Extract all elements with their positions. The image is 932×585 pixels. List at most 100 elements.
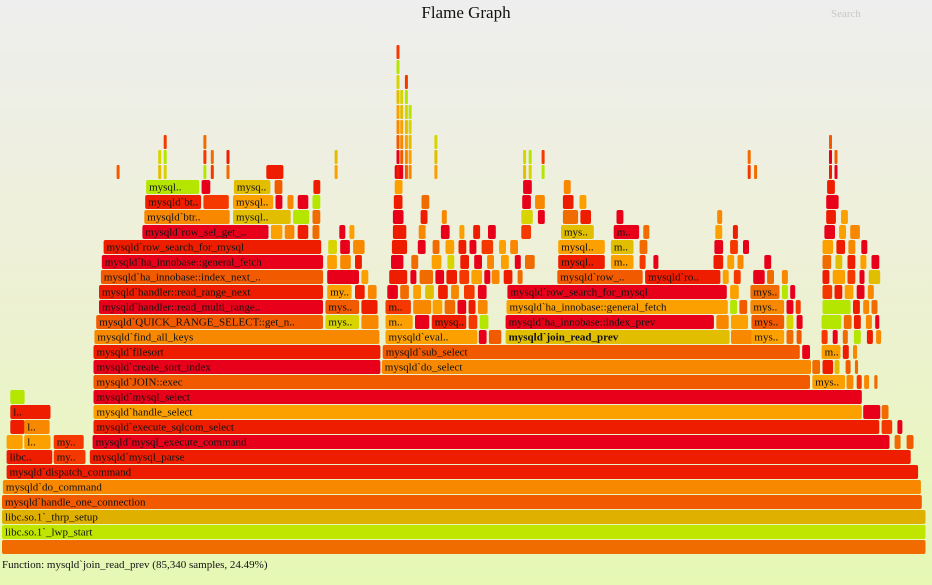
flame-frame-unlabeled[interactable] bbox=[781, 270, 788, 284]
flame-frame-unlabeled[interactable] bbox=[478, 330, 487, 344]
flame-tip[interactable] bbox=[404, 90, 408, 104]
frame-rect[interactable] bbox=[733, 270, 741, 284]
flame-frame[interactable]: mysqld`btr.. bbox=[144, 210, 230, 224]
flame-frame-unlabeled[interactable] bbox=[790, 285, 796, 299]
flame-frame-unlabeled[interactable] bbox=[845, 360, 851, 374]
frame-rect[interactable] bbox=[468, 315, 478, 329]
flame-frame-unlabeled[interactable] bbox=[421, 195, 430, 209]
frame-rect[interactable] bbox=[446, 270, 457, 284]
frame-rect[interactable] bbox=[385, 315, 413, 329]
flame-frame-unlabeled[interactable] bbox=[875, 315, 880, 329]
frame-rect[interactable] bbox=[93, 420, 880, 434]
frame-rect[interactable] bbox=[727, 255, 735, 269]
flame-frame[interactable]: mysqld`bt.. bbox=[145, 195, 202, 209]
frame-rect[interactable] bbox=[274, 180, 283, 194]
frame-rect[interactable] bbox=[722, 270, 729, 284]
flame-frame-unlabeled[interactable] bbox=[392, 225, 407, 239]
flame-frame-unlabeled[interactable] bbox=[834, 360, 840, 374]
frame-rect[interactable] bbox=[874, 375, 878, 389]
flame-frame-unlabeled[interactable] bbox=[400, 285, 409, 299]
frame-rect[interactable] bbox=[713, 255, 724, 269]
frame-rect[interactable] bbox=[367, 285, 377, 299]
flame-frame-unlabeled[interactable] bbox=[474, 255, 482, 269]
flame-frame-unlabeled[interactable] bbox=[287, 195, 294, 209]
frame-rect[interactable] bbox=[822, 240, 834, 254]
flame-frame-unlabeled[interactable] bbox=[327, 255, 337, 269]
flame-frame-unlabeled[interactable] bbox=[743, 240, 749, 254]
flame-tip[interactable] bbox=[408, 165, 412, 179]
flame-frame-unlabeled[interactable] bbox=[835, 255, 843, 269]
flame-frame[interactable]: mysql.. bbox=[558, 240, 605, 254]
frame-rect[interactable] bbox=[645, 270, 721, 284]
flame-frame-unlabeled[interactable] bbox=[853, 315, 861, 329]
frame-rect[interactable] bbox=[94, 330, 380, 344]
flame-frame[interactable]: mys.. bbox=[750, 285, 780, 299]
flame-frame-unlabeled[interactable] bbox=[836, 240, 846, 254]
frame-rect[interactable] bbox=[866, 330, 873, 344]
flame-frame-unlabeled[interactable] bbox=[853, 345, 858, 359]
flame-frame-unlabeled[interactable] bbox=[834, 285, 843, 299]
flame-frame[interactable]: mysqld`execute_sqlcom_select bbox=[93, 420, 880, 434]
flame-frame-unlabeled[interactable] bbox=[297, 225, 309, 239]
frame-rect[interactable] bbox=[293, 210, 310, 224]
flame-frame[interactable]: mysqld`handler::read_range_next bbox=[99, 285, 323, 299]
frame-rect[interactable] bbox=[421, 195, 430, 209]
flame-frame-unlabeled[interactable] bbox=[10, 420, 25, 434]
flame-frame-unlabeled[interactable] bbox=[415, 315, 430, 329]
flame-frame-unlabeled[interactable] bbox=[639, 240, 648, 254]
flame-tip[interactable] bbox=[404, 135, 408, 149]
flame-frame-unlabeled[interactable] bbox=[856, 285, 865, 299]
flame-frame-unlabeled[interactable] bbox=[871, 255, 880, 269]
flame-frame-unlabeled[interactable] bbox=[451, 285, 459, 299]
flame-frame-unlabeled[interactable] bbox=[523, 180, 532, 194]
frame-rect[interactable] bbox=[854, 360, 859, 374]
flame-tip[interactable] bbox=[396, 165, 400, 179]
frame-rect[interactable] bbox=[464, 285, 475, 299]
frame-rect[interactable] bbox=[385, 300, 411, 314]
frame-rect[interactable] bbox=[827, 180, 835, 194]
flame-tip[interactable] bbox=[400, 165, 404, 179]
flame-frame-unlabeled[interactable] bbox=[812, 360, 821, 374]
flame-frame-unlabeled[interactable] bbox=[525, 255, 535, 269]
frame-rect[interactable] bbox=[796, 330, 802, 344]
flame-frame-unlabeled[interactable] bbox=[846, 375, 854, 389]
flame-frame-unlabeled[interactable] bbox=[353, 240, 365, 254]
flame-tip[interactable] bbox=[408, 120, 412, 134]
frame-rect[interactable] bbox=[473, 225, 481, 239]
flame-frame-unlabeled[interactable] bbox=[717, 210, 723, 224]
flame-frame[interactable]: mys.. bbox=[812, 375, 846, 389]
flame-tip[interactable] bbox=[747, 150, 751, 164]
flame-frame-unlabeled[interactable] bbox=[459, 270, 470, 284]
flame-frame-unlabeled[interactable] bbox=[459, 225, 465, 239]
flame-frame[interactable]: mys.. bbox=[751, 330, 785, 344]
frame-rect[interactable] bbox=[233, 195, 274, 209]
frame-rect[interactable] bbox=[431, 255, 442, 269]
frame-rect[interactable] bbox=[339, 225, 346, 239]
flame-frame-unlabeled[interactable] bbox=[827, 180, 835, 194]
frame-rect[interactable] bbox=[821, 345, 841, 359]
frame-rect[interactable] bbox=[826, 210, 836, 224]
flame-frame-unlabeled[interactable] bbox=[432, 240, 440, 254]
frame-rect[interactable] bbox=[411, 255, 419, 269]
flame-frame-unlabeled[interactable] bbox=[716, 315, 729, 329]
frame-rect[interactable] bbox=[839, 225, 846, 239]
flame-frame-unlabeled[interactable] bbox=[731, 330, 753, 344]
flame-frame-unlabeled[interactable] bbox=[411, 255, 419, 269]
flame-frame[interactable]: m.. bbox=[610, 255, 634, 269]
frame-rect[interactable] bbox=[812, 360, 821, 374]
frame-rect[interactable] bbox=[847, 270, 856, 284]
flame-frame-unlabeled[interactable] bbox=[863, 405, 881, 419]
frame-rect[interactable] bbox=[717, 210, 723, 224]
frame-rect[interactable] bbox=[871, 300, 878, 314]
flame-tip[interactable] bbox=[523, 150, 527, 164]
flame-frame-unlabeled[interactable] bbox=[850, 225, 860, 239]
frame-rect[interactable] bbox=[610, 240, 634, 254]
flame-frame-unlabeled[interactable] bbox=[906, 435, 914, 449]
flame-frame-unlabeled[interactable] bbox=[737, 255, 744, 269]
frame-rect[interactable] bbox=[639, 240, 648, 254]
flame-frame-unlabeled[interactable] bbox=[796, 330, 802, 344]
frame-rect[interactable] bbox=[579, 195, 587, 209]
frame-rect[interactable] bbox=[440, 225, 450, 239]
flame-tip[interactable] bbox=[396, 75, 400, 89]
flame-frame-unlabeled[interactable] bbox=[847, 270, 856, 284]
